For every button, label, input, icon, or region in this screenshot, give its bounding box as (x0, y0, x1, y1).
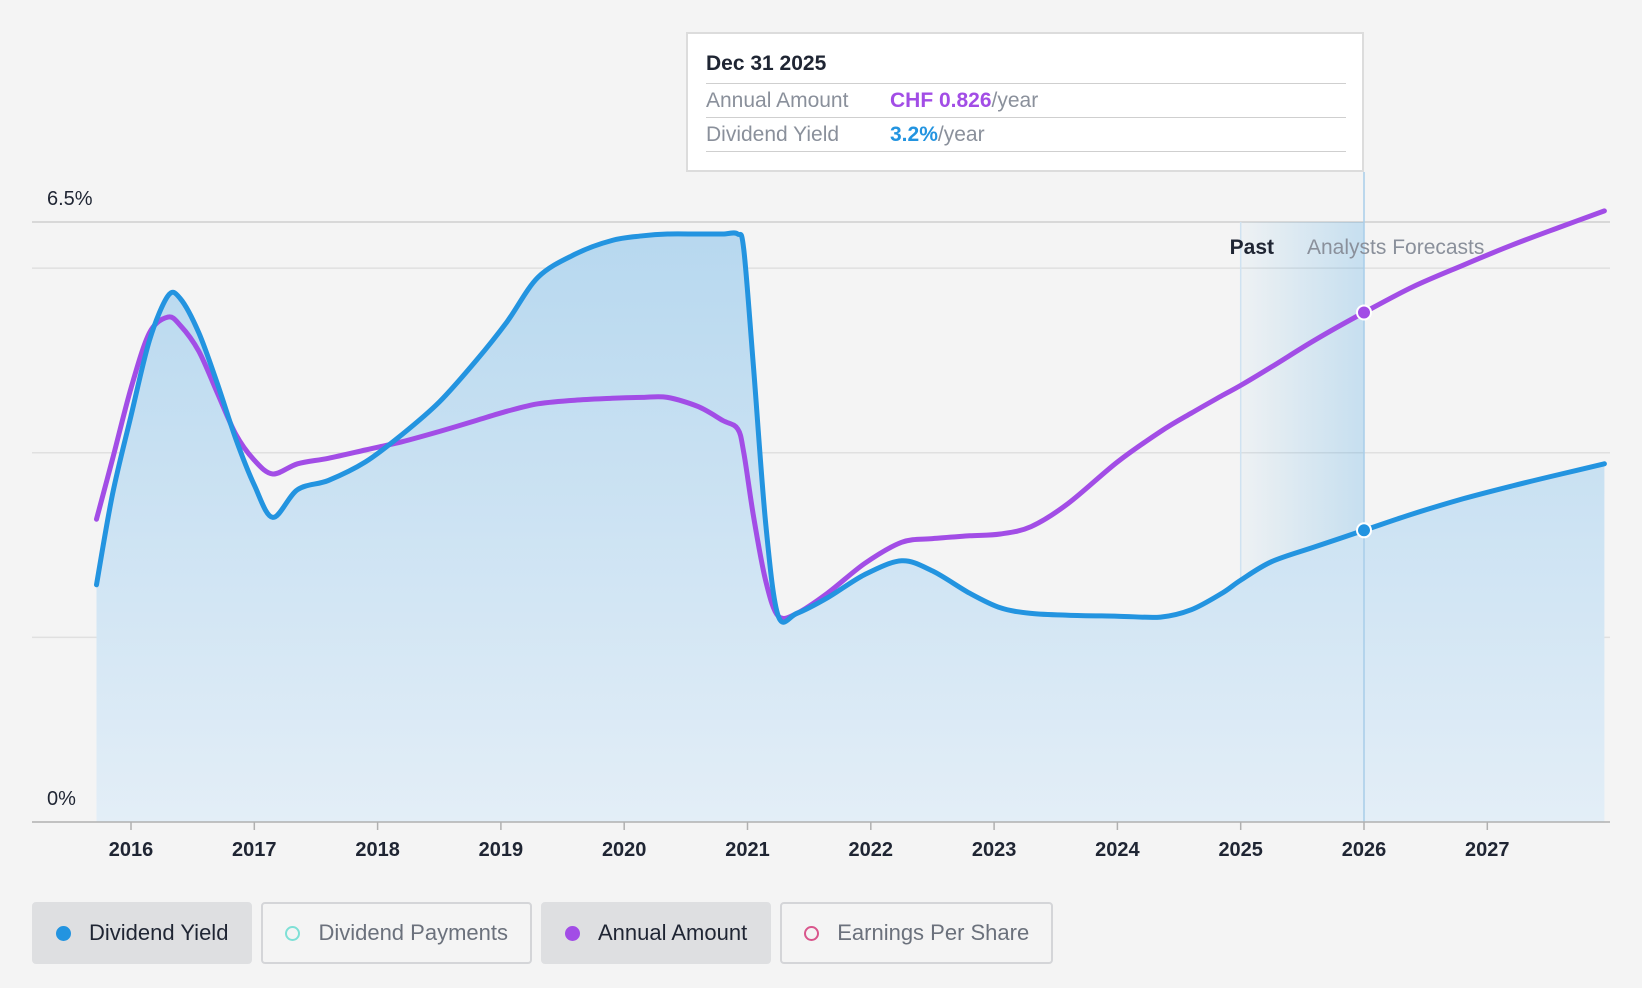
past-label: Past (1230, 236, 1274, 259)
x-tick-label: 2016 (109, 839, 154, 861)
tooltip-annual-amount-value: CHF 0.826 (890, 88, 992, 112)
tooltip-dividend-yield-value: 3.2% (890, 122, 938, 146)
tooltip-row-dividend-yield: Dividend Yield 3.2%/year (706, 118, 1346, 152)
x-tick-label: 2024 (1095, 839, 1140, 861)
dividend-payments-dot-icon (285, 925, 301, 941)
legend-dividend-payments-button[interactable]: Dividend Payments (261, 902, 532, 964)
annual-amount-marker (1356, 304, 1372, 321)
tooltip-dividend-yield-label: Dividend Yield (706, 122, 840, 146)
dividend-yield-area (96, 232, 1605, 822)
x-tick-label: 2027 (1465, 839, 1510, 861)
legend-annual-amount-button[interactable]: Annual Amount (540, 902, 772, 964)
tooltip-annual-amount-label: Annual Amount (706, 88, 849, 112)
earnings-per-share-dot-icon (804, 925, 820, 941)
dividend-yield-marker (1356, 522, 1372, 539)
y-axis-bottom-label: 0% (47, 788, 76, 810)
hover-tooltip: Dec 31 2025 Annual Amount CHF 0.826/year… (686, 32, 1364, 172)
x-tick-label: 2021 (725, 839, 770, 861)
legend-earnings-per-share-button[interactable]: Earnings Per Share (780, 902, 1054, 964)
dividend-yield-dot-icon (56, 925, 71, 941)
x-tick-label: 2023 (972, 839, 1017, 861)
x-tick-label: 2025 (1218, 839, 1263, 861)
x-tick-label: 2017 (232, 839, 277, 861)
dividend-yield-line (94, 230, 1607, 625)
x-axis-ticks: 2016 2017 2018 2019 2020 2021 2022 2023 2024 2025… (109, 822, 1510, 861)
x-tick-label: 2018 (355, 839, 400, 861)
legend-annual-amount-label: Annual Amount (597, 920, 748, 945)
x-tick-label: 2026 (1342, 839, 1387, 861)
x-tick-label: 2022 (849, 839, 894, 861)
tooltip-dividend-yield-unit: /year (937, 122, 985, 146)
tooltip-annual-amount-unit: /year (991, 88, 1039, 112)
y-axis-top-label: 6.5% (47, 188, 93, 210)
x-tick-label: 2019 (479, 839, 524, 861)
legend-earnings-per-share-label: Earnings Per Share (837, 920, 1030, 945)
legend-dividend-yield-button[interactable]: Dividend Yield (32, 902, 253, 964)
x-tick-label: 2020 (602, 839, 647, 861)
analysts-forecasts-label: Analysts Forecasts (1307, 236, 1484, 259)
legend-dividend-yield-label: Dividend Yield (89, 920, 229, 945)
annual-amount-line (94, 208, 1607, 621)
chart-legend: Dividend Yield Dividend Payments Annual … (32, 902, 1054, 964)
legend-dividend-payments-label: Dividend Payments (318, 920, 508, 945)
tooltip-date: Dec 31 2025 (706, 52, 1346, 84)
hover-markers (1356, 304, 1372, 539)
tooltip-row-annual-amount: Annual Amount CHF 0.826/year (706, 84, 1346, 118)
annual-amount-dot-icon (564, 925, 580, 941)
